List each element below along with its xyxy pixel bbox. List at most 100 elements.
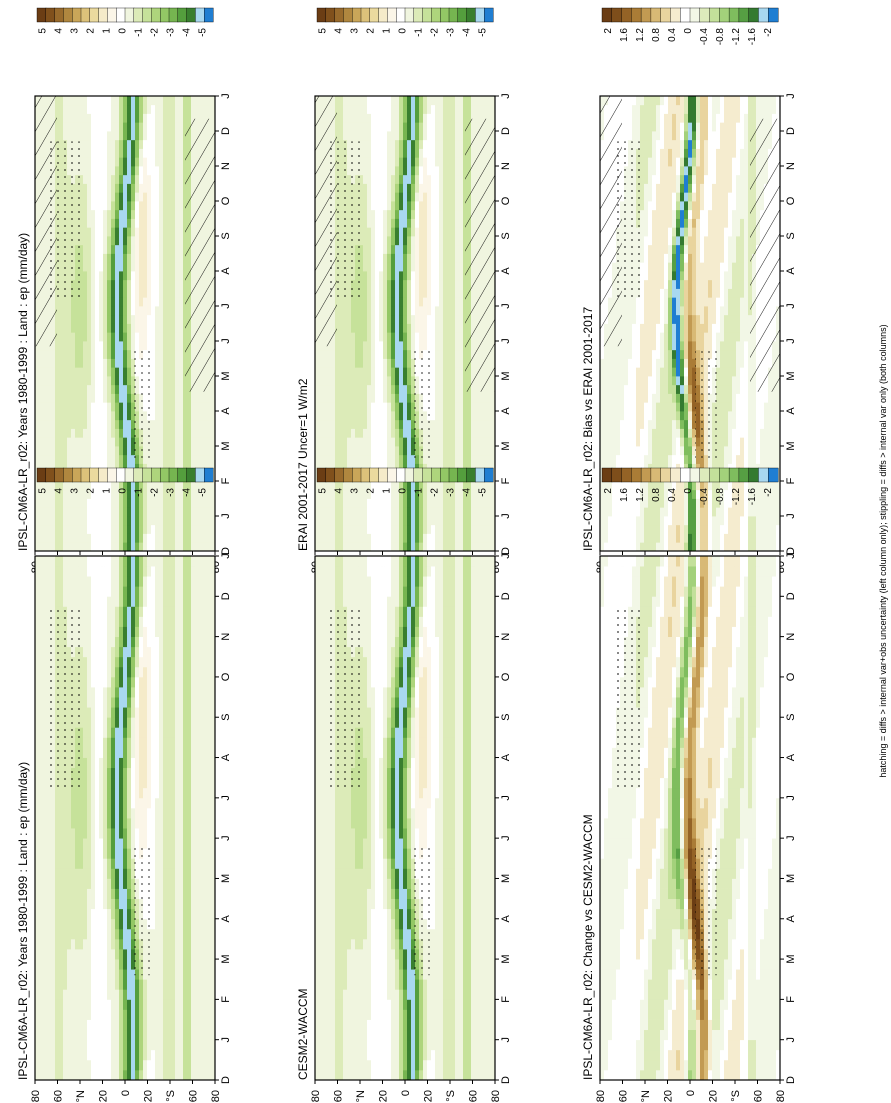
heatmap-cell	[199, 96, 204, 106]
heatmap-cell	[163, 707, 168, 718]
heatmap-cell	[107, 908, 112, 920]
heatmap-cell	[187, 707, 192, 718]
heatmap-cell	[35, 596, 40, 607]
heatmap-cell	[103, 676, 108, 688]
heatmap-cell	[111, 323, 116, 333]
heatmap-cell	[163, 183, 168, 193]
heatmap-cell	[167, 928, 172, 940]
heatmap-cell	[107, 818, 112, 829]
heatmap-cell	[83, 244, 88, 254]
heatmap-cell	[59, 533, 64, 543]
heatmap-cell	[159, 656, 164, 668]
heatmap-cell	[107, 148, 112, 158]
heatmap-cell	[319, 349, 324, 359]
heatmap-cell	[83, 183, 88, 193]
heatmap-cell	[35, 747, 40, 758]
heatmap-cell	[63, 306, 68, 316]
heatmap-cell	[147, 227, 152, 237]
heatmap-cell	[87, 428, 92, 438]
heatmap-cell	[135, 596, 140, 607]
heatmap-cell	[167, 166, 172, 176]
heatmap-cell	[183, 707, 188, 718]
heatmap-cell	[87, 314, 92, 324]
heatmap-cell	[191, 1029, 196, 1041]
heatmap-cell	[203, 727, 208, 738]
heatmap-cell	[71, 297, 76, 307]
heatmap-cell	[115, 797, 120, 809]
heatmap-cell	[83, 218, 88, 228]
heatmap-cell	[195, 411, 200, 421]
heatmap-cell	[155, 489, 160, 499]
heatmap-cell	[107, 868, 112, 879]
heatmap-cell	[139, 332, 144, 342]
heatmap-cell	[187, 737, 192, 748]
heatmap-cell	[111, 828, 116, 839]
heatmap-cell	[143, 148, 148, 158]
heatmap-cell	[175, 323, 180, 333]
heatmap-cell	[127, 192, 132, 202]
heatmap-cell	[79, 271, 84, 281]
heatmap-cell	[191, 437, 196, 447]
heatmap-cell	[163, 938, 168, 950]
heatmap-cell	[199, 707, 204, 718]
heatmap-cell	[127, 139, 132, 149]
heatmap-cell	[143, 767, 148, 779]
heatmap-cell	[147, 838, 152, 849]
heatmap-cell	[167, 393, 172, 403]
heatmap-cell	[111, 411, 116, 421]
heatmap-cell	[83, 949, 88, 960]
heatmap-cell	[199, 636, 204, 648]
heatmap-cell	[151, 566, 156, 577]
heatmap-cell	[187, 757, 192, 769]
heatmap-cell	[131, 646, 136, 658]
heatmap-cell	[159, 586, 164, 597]
heatmap-cell	[131, 341, 136, 351]
heatmap-cell	[147, 244, 152, 254]
heatmap-cell	[115, 218, 120, 228]
heatmap-cell	[207, 676, 212, 688]
heatmap-cell	[107, 244, 112, 254]
heatmap-cell	[187, 104, 192, 114]
heatmap-cell	[35, 489, 40, 499]
heatmap-cell	[143, 697, 148, 708]
heatmap-cell	[111, 1029, 116, 1041]
heatmap-cell	[35, 928, 40, 940]
heatmap-cell	[131, 218, 136, 228]
heatmap-cell	[319, 446, 324, 456]
heatmap-cell	[35, 349, 40, 359]
heatmap-cell	[79, 113, 84, 123]
heatmap-cell	[167, 454, 172, 464]
heatmap-cell	[167, 279, 172, 289]
heatmap-cell	[163, 717, 168, 728]
heatmap-cell	[175, 411, 180, 421]
heatmap-cell	[191, 542, 196, 552]
heatmap-cell	[67, 104, 72, 114]
heatmap-cell	[171, 183, 176, 193]
heatmap-cell	[107, 1009, 112, 1020]
heatmap-cell	[171, 636, 176, 648]
heatmap-cell	[179, 402, 184, 412]
heatmap-cell	[147, 157, 152, 167]
heatmap-cell	[155, 402, 160, 412]
heatmap-cell	[39, 938, 44, 950]
heatmap-cell	[99, 1029, 104, 1041]
heatmap-cell	[115, 969, 120, 980]
heatmap-cell	[83, 908, 88, 920]
heatmap-cell	[171, 858, 176, 869]
heatmap-cell	[99, 271, 104, 281]
heatmap-cell	[135, 218, 140, 228]
heatmap-cell	[39, 542, 44, 552]
heatmap-cell	[131, 253, 136, 263]
heatmap-cell	[111, 393, 116, 403]
heatmap-cell	[187, 576, 192, 587]
heatmap-cell	[55, 898, 60, 910]
heatmap-cell	[131, 481, 136, 491]
heatmap-cell	[107, 358, 112, 368]
heatmap-cell	[127, 767, 132, 779]
heatmap-cell	[135, 999, 140, 1010]
heatmap-cell	[87, 148, 92, 158]
heatmap-cell	[59, 999, 64, 1010]
heatmap-cell	[39, 777, 44, 789]
heatmap-cell	[63, 376, 68, 386]
